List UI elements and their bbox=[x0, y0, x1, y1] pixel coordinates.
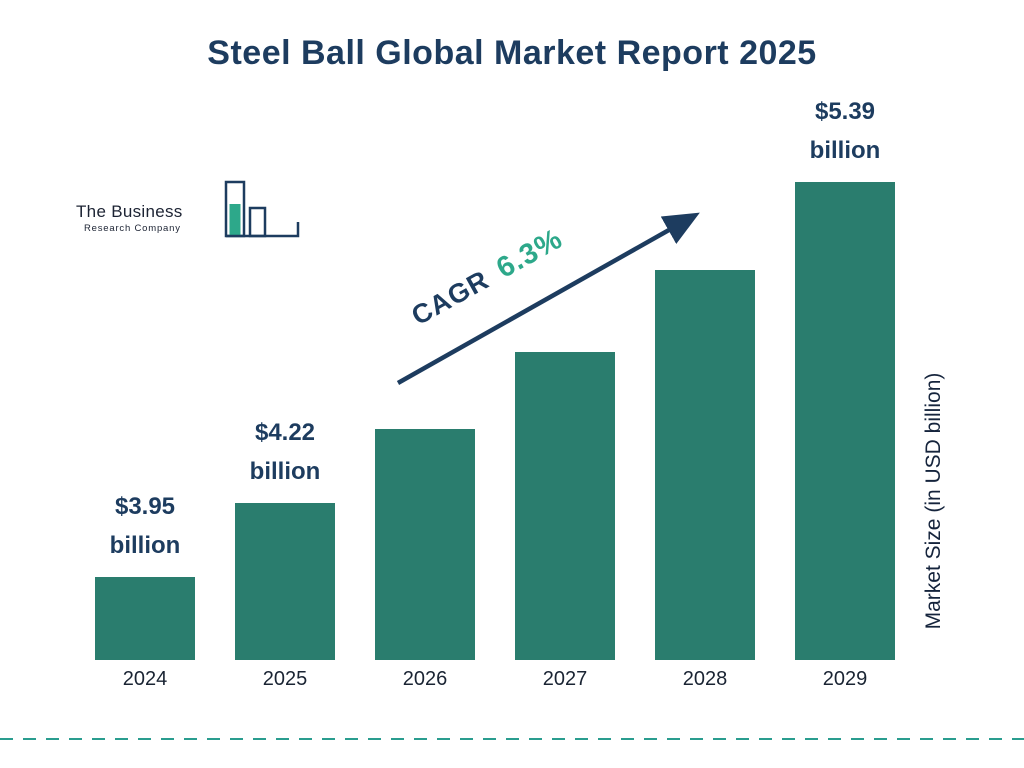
bar-2028 bbox=[655, 270, 755, 660]
x-tick-2025: 2025 bbox=[262, 668, 308, 690]
logo-text: The Business Research Company bbox=[76, 202, 183, 234]
value-label-2025: $4.22 billion bbox=[249, 419, 321, 485]
bar-column-2026 bbox=[375, 90, 475, 660]
bottom-dashed-line bbox=[0, 738, 1024, 740]
company-logo: The Business Research Company bbox=[76, 178, 300, 248]
bar-2026 bbox=[375, 429, 475, 660]
bar-column-2025: $4.22 billion bbox=[235, 90, 335, 660]
bar-2029 bbox=[795, 182, 895, 660]
bar-column-2029: $5.39 billion bbox=[795, 90, 895, 660]
bar-column-2027 bbox=[515, 90, 615, 660]
value-label-2024: $3.95 billion bbox=[109, 493, 181, 559]
bar-2025 bbox=[235, 503, 335, 660]
bars-row: $3.95 billion $4.22 billion $5.39 billion bbox=[95, 90, 895, 660]
x-axis-row: 2024 2025 2026 2027 2028 2029 bbox=[95, 668, 895, 691]
x-tick-2027: 2027 bbox=[542, 668, 588, 690]
chart-title: Steel Ball Global Market Report 2025 bbox=[207, 34, 817, 72]
x-tick-2024: 2024 bbox=[122, 668, 168, 690]
logo-bar-chart-icon bbox=[224, 180, 300, 238]
bar-2027 bbox=[515, 352, 615, 660]
x-tick-2026: 2026 bbox=[402, 668, 448, 690]
x-tick-2029: 2029 bbox=[822, 668, 868, 690]
x-tick-2028: 2028 bbox=[682, 668, 728, 690]
bar-column-2024: $3.95 billion bbox=[95, 90, 195, 660]
bar-2024 bbox=[95, 577, 195, 660]
value-label-2029: $5.39 billion bbox=[809, 98, 881, 164]
bar-column-2028 bbox=[655, 90, 755, 660]
logo-company-subtitle: Research Company bbox=[84, 223, 181, 234]
logo-company-name: The Business bbox=[76, 202, 183, 221]
y-axis-label: Market Size (in USD billion) bbox=[922, 372, 945, 630]
